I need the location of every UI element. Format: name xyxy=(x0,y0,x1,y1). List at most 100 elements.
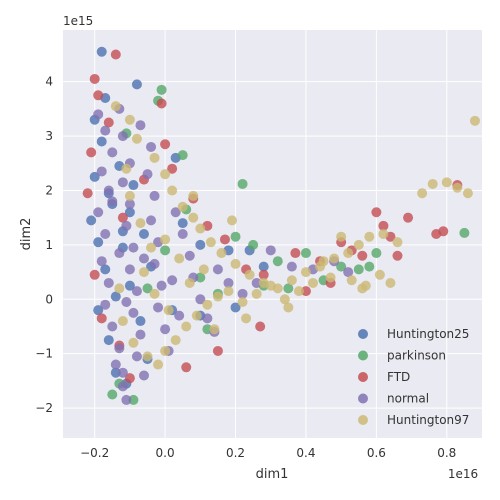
data-point xyxy=(293,286,304,297)
legend-label: FTD xyxy=(387,370,410,384)
data-point xyxy=(103,335,114,346)
data-point xyxy=(223,286,234,297)
data-point xyxy=(198,264,209,275)
data-point xyxy=(459,227,470,238)
data-point xyxy=(149,258,160,269)
legend-marker xyxy=(358,350,368,361)
data-point xyxy=(223,277,234,288)
data-point xyxy=(146,242,157,253)
data-point xyxy=(100,125,111,136)
data-point xyxy=(156,84,167,95)
data-point xyxy=(184,250,195,261)
data-point xyxy=(103,277,114,288)
data-point xyxy=(188,212,199,223)
data-point xyxy=(184,277,195,288)
data-point xyxy=(135,120,146,131)
data-point xyxy=(124,190,135,201)
data-point xyxy=(212,345,223,356)
data-point xyxy=(128,242,139,253)
data-point xyxy=(117,212,128,223)
data-point xyxy=(343,248,354,259)
data-point xyxy=(114,343,125,354)
data-point xyxy=(325,272,336,283)
data-point xyxy=(107,147,118,158)
data-point xyxy=(307,277,318,288)
data-point xyxy=(160,169,171,180)
data-points xyxy=(82,46,480,405)
data-point xyxy=(329,253,340,264)
data-point xyxy=(378,229,389,239)
data-point xyxy=(300,267,311,278)
data-point xyxy=(107,321,118,332)
legend-marker xyxy=(358,372,368,382)
data-point xyxy=(318,256,329,267)
y-axis-label: dim2 xyxy=(19,218,34,251)
data-point xyxy=(128,307,139,318)
data-point xyxy=(353,239,364,250)
data-point xyxy=(371,248,382,259)
data-point xyxy=(286,275,297,286)
data-point xyxy=(114,248,125,259)
data-point xyxy=(135,218,146,229)
data-point xyxy=(170,335,181,346)
data-point xyxy=(110,367,121,378)
data-point xyxy=(89,269,100,280)
data-point xyxy=(160,324,171,335)
plot-area xyxy=(63,30,482,438)
legend-marker xyxy=(358,329,368,339)
data-point xyxy=(174,253,185,264)
data-point xyxy=(93,237,104,248)
data-point xyxy=(93,90,104,101)
data-point xyxy=(300,286,311,297)
data-point xyxy=(167,185,178,196)
data-point xyxy=(230,258,241,269)
data-point xyxy=(131,133,142,144)
data-point xyxy=(89,171,100,182)
data-point xyxy=(117,316,128,327)
data-point xyxy=(283,283,294,294)
tick-labels: −0.2 0.0 0.2 0.4 0.6 0.8 −2 −1 0 1 2 3 4 xyxy=(35,75,456,460)
y-tick-label: 2 xyxy=(45,183,53,197)
data-point xyxy=(251,277,262,288)
data-point xyxy=(195,294,206,305)
data-point xyxy=(374,269,385,280)
data-point xyxy=(427,178,438,189)
x-offset-text: 1e16 xyxy=(448,467,478,481)
legend-marker xyxy=(358,393,368,404)
data-point xyxy=(167,163,178,174)
data-point xyxy=(103,185,114,196)
data-point xyxy=(89,73,100,84)
data-point xyxy=(114,283,125,294)
x-tick-label: 0.4 xyxy=(296,446,315,460)
data-point xyxy=(300,248,311,259)
data-point xyxy=(100,299,111,310)
data-point xyxy=(272,256,283,267)
series-huntington97 xyxy=(110,101,480,370)
data-point xyxy=(107,196,118,207)
data-point xyxy=(124,199,135,210)
y-tick-label: −1 xyxy=(35,347,53,361)
data-point xyxy=(142,283,153,294)
data-point xyxy=(417,188,428,199)
data-point xyxy=(107,389,118,400)
data-point xyxy=(135,329,146,340)
data-point xyxy=(469,115,480,126)
data-point xyxy=(251,288,262,299)
legend-label: normal xyxy=(387,392,429,406)
data-point xyxy=(86,215,97,226)
data-point xyxy=(135,316,146,327)
data-point xyxy=(160,345,171,356)
data-point xyxy=(82,188,93,199)
data-point xyxy=(255,321,266,332)
data-point xyxy=(124,114,135,125)
data-point xyxy=(237,297,248,307)
series-normal xyxy=(93,103,354,405)
data-point xyxy=(117,131,128,142)
data-point xyxy=(110,359,121,370)
data-point xyxy=(357,250,368,261)
data-point xyxy=(258,269,269,280)
data-point xyxy=(170,207,181,218)
data-point xyxy=(212,291,223,302)
y-tick-label: 4 xyxy=(45,75,53,89)
data-point xyxy=(237,178,248,189)
